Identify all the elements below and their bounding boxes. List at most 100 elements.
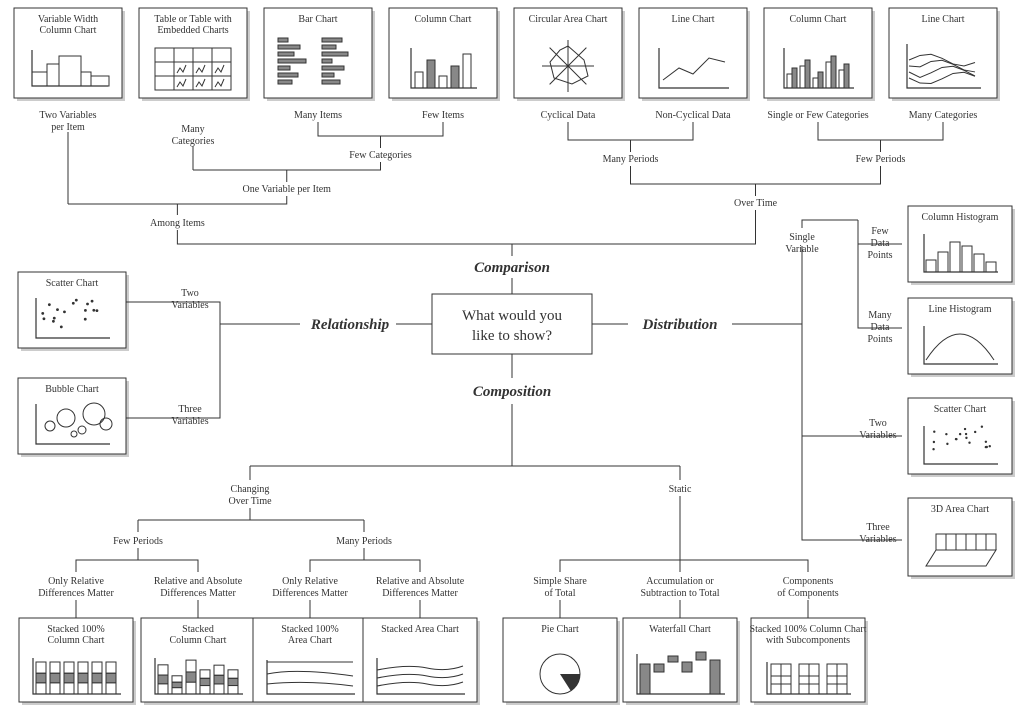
svg-text:Differences Matter: Differences Matter <box>160 588 236 599</box>
svg-text:Stacked Area Chart: Stacked Area Chart <box>381 624 459 635</box>
svg-text:Categories: Categories <box>172 136 215 147</box>
svg-text:Among Items: Among Items <box>150 218 205 229</box>
svg-text:Data: Data <box>871 322 890 333</box>
svg-text:Two: Two <box>181 288 199 299</box>
svg-text:Scatter Chart: Scatter Chart <box>934 404 987 415</box>
node-waterfall: Waterfall Chart <box>623 618 740 705</box>
svg-text:Many Categories: Many Categories <box>909 110 978 121</box>
svg-text:Line Chart: Line Chart <box>671 14 714 25</box>
node-column-chart: Column Chart <box>389 8 500 101</box>
svg-text:Many Periods: Many Periods <box>336 536 392 547</box>
node-stacked-area: Stacked Area Chart <box>363 618 480 705</box>
svg-text:Bubble Chart: Bubble Chart <box>45 384 99 395</box>
svg-text:Three: Three <box>866 522 890 533</box>
svg-text:Differences Matter: Differences Matter <box>272 588 348 599</box>
category-comparison: Comparison <box>474 260 550 276</box>
svg-text:Subtraction to Total: Subtraction to Total <box>640 588 719 599</box>
svg-text:3D Area Chart: 3D Area Chart <box>931 504 990 515</box>
svg-text:Relative and Absolute: Relative and Absolute <box>154 576 243 587</box>
node-line-chart-2: Line Chart <box>889 8 1000 101</box>
svg-text:with Subcomponents: with Subcomponents <box>766 635 850 646</box>
node-scatter-chart-right: Scatter Chart <box>908 398 1015 477</box>
svg-text:of Total: of Total <box>544 588 575 599</box>
svg-text:Single or Few Categories: Single or Few Categories <box>767 110 868 121</box>
category-distribution: Distribution <box>641 317 717 333</box>
node-column-chart-2: Column Chart <box>764 8 875 101</box>
node-stacked-column: StackedColumn Chart <box>141 618 258 705</box>
svg-text:Embedded Charts: Embedded Charts <box>157 25 228 36</box>
node-3d-area: 3D Area Chart <box>908 498 1015 579</box>
svg-text:Only Relative: Only Relative <box>282 576 338 587</box>
node-column-histogram: Column Histogram <box>908 206 1015 285</box>
svg-text:Stacked 100% Column Chart: Stacked 100% Column Chart <box>750 624 867 635</box>
svg-text:Column Chart: Column Chart <box>790 14 847 25</box>
svg-text:Differences Matter: Differences Matter <box>38 588 114 599</box>
svg-text:Variable: Variable <box>785 244 819 255</box>
node-table-embedded: Table or Table withEmbedded Charts <box>139 8 250 101</box>
svg-text:Pie Chart: Pie Chart <box>541 624 579 635</box>
svg-text:Variables: Variables <box>859 534 896 545</box>
svg-text:Simple Share: Simple Share <box>533 576 587 587</box>
svg-text:Static: Static <box>669 484 692 495</box>
svg-text:Points: Points <box>867 250 892 261</box>
svg-text:Column Chart: Column Chart <box>40 25 97 36</box>
svg-text:Variables: Variables <box>171 300 208 311</box>
svg-text:Changing: Changing <box>231 484 270 495</box>
svg-text:Three: Three <box>178 404 202 415</box>
svg-text:Points: Points <box>867 334 892 345</box>
svg-text:Variables: Variables <box>859 430 896 441</box>
center-question <box>432 294 592 354</box>
svg-text:per Item: per Item <box>51 122 85 133</box>
svg-text:Stacked 100%: Stacked 100% <box>47 624 105 635</box>
svg-text:Circular Area Chart: Circular Area Chart <box>529 14 608 25</box>
svg-text:Single: Single <box>789 232 815 243</box>
svg-text:Cyclical Data: Cyclical Data <box>541 110 596 121</box>
svg-text:of Components: of Components <box>777 588 838 599</box>
svg-text:Only Relative: Only Relative <box>48 576 104 587</box>
svg-text:Few Categories: Few Categories <box>349 150 412 161</box>
svg-text:Two Variables: Two Variables <box>39 110 96 121</box>
svg-text:Stacked 100%: Stacked 100% <box>281 624 339 635</box>
svg-text:Stacked: Stacked <box>182 624 214 635</box>
svg-text:One Variable per Item: One Variable per Item <box>243 184 332 195</box>
svg-text:Many: Many <box>181 124 204 135</box>
svg-text:Differences Matter: Differences Matter <box>382 588 458 599</box>
svg-text:Non-Cyclical Data: Non-Cyclical Data <box>655 110 731 121</box>
svg-text:Scatter Chart: Scatter Chart <box>46 278 99 289</box>
svg-text:Many: Many <box>868 310 891 321</box>
svg-text:Data: Data <box>871 238 890 249</box>
svg-text:Waterfall Chart: Waterfall Chart <box>649 624 711 635</box>
node-line-histogram: Line Histogram <box>908 298 1015 377</box>
svg-text:Column Chart: Column Chart <box>170 635 227 646</box>
svg-text:Components: Components <box>783 576 834 587</box>
svg-text:Column Chart: Column Chart <box>48 635 105 646</box>
category-composition: Composition <box>473 384 551 400</box>
svg-text:Over Time: Over Time <box>734 198 778 209</box>
svg-text:Few: Few <box>871 226 889 237</box>
node-line-chart: Line Chart <box>639 8 750 101</box>
svg-text:Two: Two <box>869 418 887 429</box>
category-relationship: Relationship <box>310 317 390 333</box>
svg-text:Table or Table with: Table or Table with <box>154 14 232 25</box>
svg-text:Area Chart: Area Chart <box>288 635 332 646</box>
svg-text:Line Histogram: Line Histogram <box>928 304 991 315</box>
svg-text:Few Periods: Few Periods <box>113 536 163 547</box>
node-stacked-100-subcomponents: Stacked 100% Column Chartwith Subcompone… <box>750 618 868 705</box>
svg-text:Few Periods: Few Periods <box>856 154 906 165</box>
svg-text:Column Chart: Column Chart <box>415 14 472 25</box>
svg-text:Many Periods: Many Periods <box>603 154 659 165</box>
svg-text:Bar Chart: Bar Chart <box>298 14 337 25</box>
node-stacked-100-area: Stacked 100%Area Chart <box>253 618 370 705</box>
node-circular-area: Circular Area Chart <box>514 8 625 101</box>
svg-text:Relative and Absolute: Relative and Absolute <box>376 576 465 587</box>
svg-text:Many Items: Many Items <box>294 110 342 121</box>
node-stacked-100-column: Stacked 100%Column Chart <box>19 618 136 705</box>
svg-text:Line Chart: Line Chart <box>921 14 964 25</box>
node-bubble-chart: Bubble Chart <box>18 378 129 457</box>
svg-text:Variable Width: Variable Width <box>38 14 98 25</box>
svg-text:Over Time: Over Time <box>228 496 272 507</box>
svg-text:like to show?: like to show? <box>472 328 552 344</box>
node-bar-chart: Bar Chart <box>264 8 375 101</box>
node-variable-width-column: Variable WidthColumn Chart <box>14 8 125 101</box>
svg-text:Accumulation or: Accumulation or <box>646 576 714 587</box>
